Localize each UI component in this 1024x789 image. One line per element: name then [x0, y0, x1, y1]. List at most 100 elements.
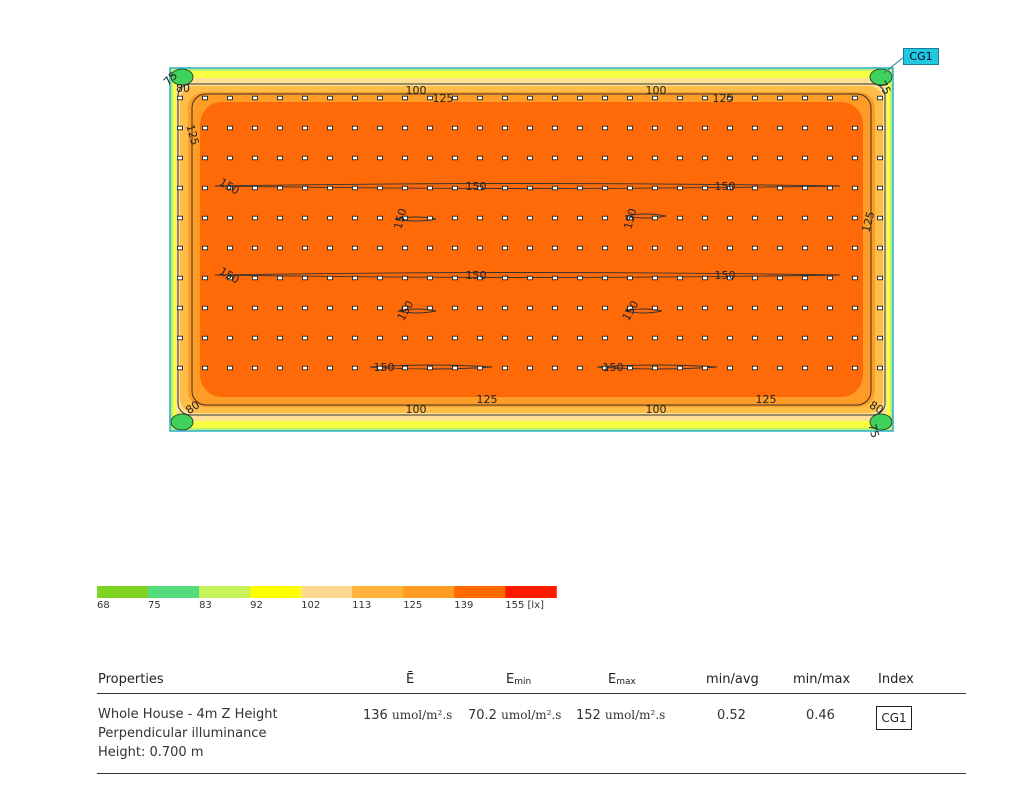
corner-low-spot: [170, 413, 194, 431]
legend-tick-label: 113: [352, 600, 372, 611]
luminaire-marker: [277, 305, 283, 311]
luminaire-marker: [877, 185, 883, 191]
luminaire-marker: [677, 95, 683, 101]
legend-swatch: [301, 586, 353, 598]
luminaire-marker: [202, 95, 208, 101]
luminaire-marker: [777, 95, 783, 101]
luminaire-marker: [427, 155, 433, 161]
luminaire-marker: [852, 305, 858, 311]
luminaire-marker: [627, 275, 633, 281]
luminaire-marker: [877, 245, 883, 251]
luminaire-marker: [252, 155, 258, 161]
luminaire-marker: [827, 125, 833, 131]
luminaire-marker: [427, 215, 433, 221]
luminaire-marker: [202, 185, 208, 191]
cell-min-avg: 0.52: [717, 708, 746, 723]
legend-tick-label: 102: [301, 600, 321, 611]
cg1-callout-leader: [883, 56, 905, 74]
e-min-unit: umol/m².s: [501, 708, 562, 722]
luminaire-marker: [352, 275, 358, 281]
luminaire-marker: [402, 125, 408, 131]
luminaire-marker: [302, 215, 308, 221]
luminaire-marker: [852, 155, 858, 161]
contour-label: 75: [865, 422, 881, 439]
luminaire-marker: [777, 275, 783, 281]
contour-label: 150: [622, 207, 640, 231]
luminaire-marker: [552, 275, 558, 281]
luminaire-marker: [652, 215, 658, 221]
luminaire-marker: [777, 185, 783, 191]
contour-label: 125: [477, 393, 498, 406]
luminaire-marker: [752, 125, 758, 131]
luminaire-marker: [452, 305, 458, 311]
luminaire-marker: [827, 185, 833, 191]
luminaire-marker: [727, 305, 733, 311]
luminaire-marker: [502, 155, 508, 161]
luminaire-marker: [702, 185, 708, 191]
luminaire-marker: [177, 335, 183, 341]
luminaire-marker: [227, 125, 233, 131]
luminaire-marker: [177, 305, 183, 311]
legend-swatch: [403, 586, 455, 598]
col-header-e-avg: Ē: [406, 672, 415, 687]
luminaire-marker: [452, 95, 458, 101]
luminaire-marker: [177, 125, 183, 131]
luminaire-marker: [702, 365, 708, 371]
luminaire-marker: [702, 125, 708, 131]
luminaire-marker: [402, 365, 408, 371]
luminaire-marker: [802, 95, 808, 101]
luminaire-marker: [852, 95, 858, 101]
luminaire-marker: [402, 215, 408, 221]
luminaire-marker: [677, 215, 683, 221]
luminaire-marker: [727, 365, 733, 371]
luminaire-marker: [377, 365, 383, 371]
luminaire-marker: [377, 155, 383, 161]
luminaire-marker: [427, 185, 433, 191]
legend-tick-label: 83: [199, 600, 212, 611]
luminaire-marker: [752, 185, 758, 191]
luminaire-marker: [277, 185, 283, 191]
luminaire-marker: [727, 95, 733, 101]
luminaire-marker: [602, 275, 608, 281]
e-min-sub: min: [514, 677, 532, 687]
contour-label: 150: [374, 361, 395, 374]
contour-label: 150: [466, 180, 487, 193]
luminaire-marker: [602, 155, 608, 161]
corner-low-spot: [170, 68, 194, 86]
luminaire-marker: [477, 95, 483, 101]
luminaire-marker: [577, 275, 583, 281]
luminaire-marker: [177, 185, 183, 191]
luminaire-marker: [727, 155, 733, 161]
luminaire-marker: [552, 365, 558, 371]
contour-line-150: [624, 308, 663, 314]
luminaire-marker: [552, 125, 558, 131]
luminaire-marker: [602, 335, 608, 341]
luminaire-marker: [852, 365, 858, 371]
luminaire-marker: [677, 125, 683, 131]
luminaire-marker: [627, 215, 633, 221]
luminaire-marker: [477, 155, 483, 161]
luminaire-marker: [827, 305, 833, 311]
luminaire-marker: [752, 245, 758, 251]
luminaire-marker: [277, 245, 283, 251]
luminaire-marker: [302, 185, 308, 191]
luminaire-marker: [227, 155, 233, 161]
luminaire-marker: [202, 155, 208, 161]
luminaire-marker: [252, 335, 258, 341]
luminaire-marker: [202, 275, 208, 281]
luminaire-marker: [602, 125, 608, 131]
luminaire-marker: [377, 125, 383, 131]
luminaire-marker: [752, 215, 758, 221]
luminaire-marker: [602, 365, 608, 371]
luminaire-marker: [377, 215, 383, 221]
luminaire-marker: [852, 215, 858, 221]
luminaire-marker: [227, 215, 233, 221]
cell-e-min: 70.2 umol/m².s: [468, 708, 561, 723]
luminaire-marker: [727, 215, 733, 221]
contour-label: 125: [860, 210, 878, 234]
cell-index-cg1[interactable]: CG1: [876, 706, 912, 730]
luminaire-marker: [777, 215, 783, 221]
luminaire-marker: [452, 275, 458, 281]
luminaire-marker: [202, 215, 208, 221]
luminaire-marker: [627, 95, 633, 101]
